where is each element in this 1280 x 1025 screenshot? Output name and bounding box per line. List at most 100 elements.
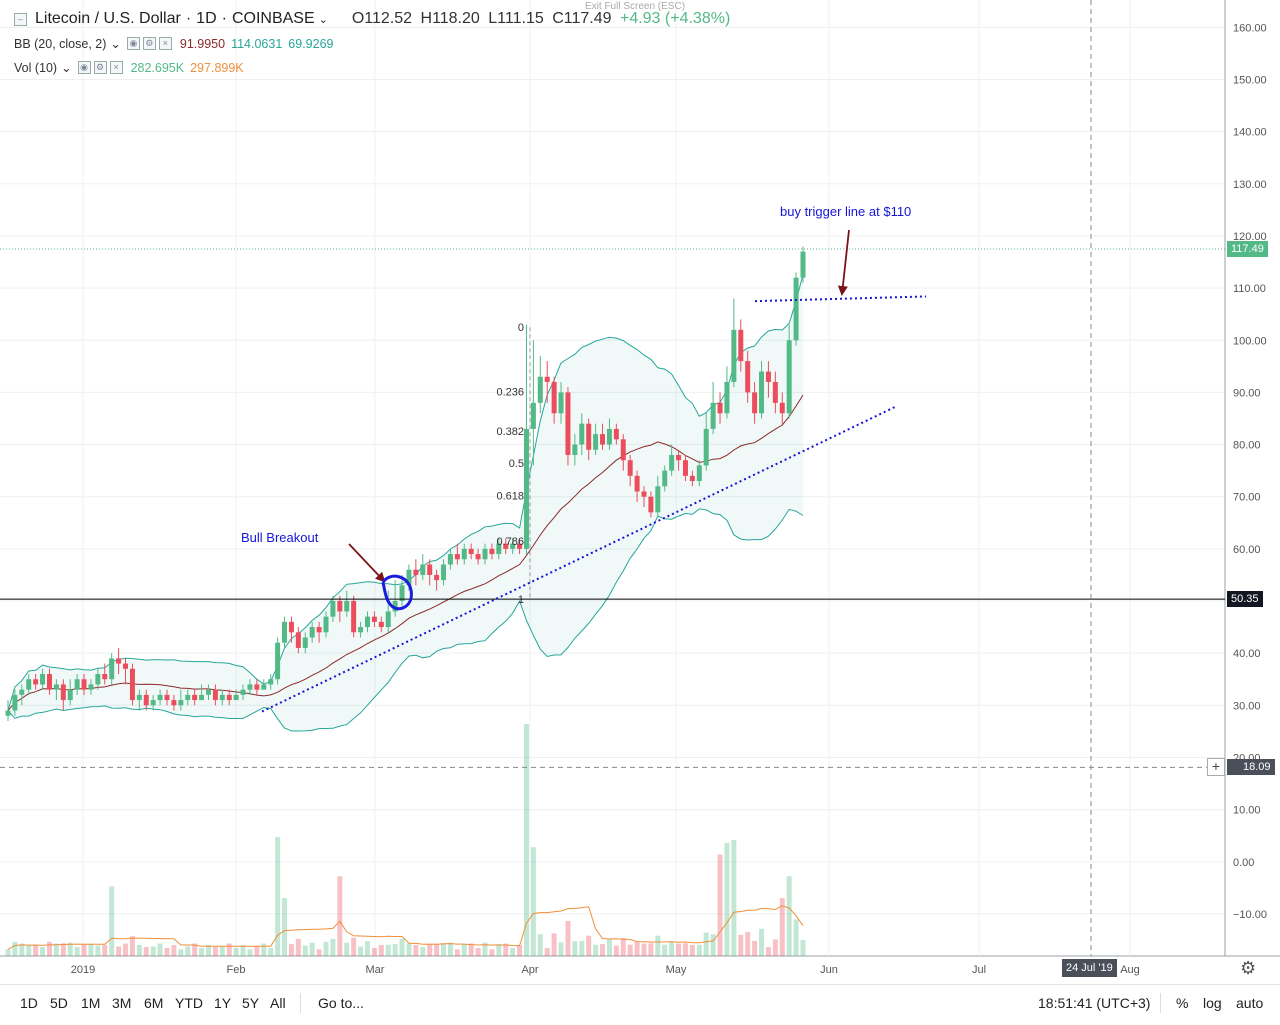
volume-bar — [745, 931, 751, 956]
candle-body — [475, 554, 481, 560]
candle-body — [765, 371, 771, 382]
percent-scale-button[interactable]: % — [1176, 995, 1189, 1011]
range-1y-button[interactable]: 1Y — [214, 995, 232, 1011]
candle — [655, 475, 661, 518]
eye-icon[interactable]: ◉ — [126, 37, 140, 50]
volume-bar — [268, 947, 274, 956]
log-scale-button[interactable]: log — [1203, 995, 1222, 1011]
settings-icon[interactable]: ⚙ — [142, 37, 156, 50]
symbol-title[interactable]: Litecoin / U.S. Dollar — [35, 10, 181, 27]
range-5y-button[interactable]: 5Y — [242, 995, 260, 1011]
candle-body — [489, 548, 495, 555]
candle-body — [60, 684, 66, 701]
close-icon[interactable]: × — [158, 37, 172, 50]
candle — [337, 595, 343, 622]
candle — [309, 621, 315, 643]
candle-body — [779, 402, 785, 414]
bb-label[interactable]: BB (20, close, 2) — [14, 36, 107, 51]
chevron-down-icon[interactable]: ⌄ — [61, 61, 72, 75]
candle-body — [703, 428, 709, 466]
candle-body — [136, 694, 142, 701]
candle — [779, 392, 785, 424]
volume-bar — [226, 943, 232, 956]
eye-icon[interactable]: ◉ — [77, 61, 91, 74]
range-1d-button[interactable]: 1D — [20, 995, 38, 1011]
collapse-icon[interactable]: – — [14, 12, 27, 26]
candle — [302, 632, 308, 654]
candle — [371, 611, 377, 628]
candle — [724, 366, 730, 419]
candle-body — [302, 637, 308, 648]
volume-bar — [295, 938, 301, 956]
candle-body — [337, 601, 343, 612]
range-all-button[interactable]: All — [270, 995, 286, 1011]
candle-body — [81, 679, 87, 690]
volume-bar — [129, 936, 135, 956]
candle — [344, 590, 350, 617]
candle — [185, 689, 191, 706]
goto-date-button[interactable]: Go to... — [318, 995, 364, 1011]
volume-bar — [620, 938, 626, 956]
volume-bar — [219, 946, 225, 956]
volume-bar — [288, 944, 294, 956]
bb-upper-line — [7, 274, 804, 711]
candle-body — [565, 392, 571, 455]
chevron-down-icon[interactable]: ⌄ — [318, 13, 328, 26]
crosshair-plus-icon[interactable]: + — [1207, 758, 1225, 776]
candle — [81, 674, 87, 695]
range-3m-button[interactable]: 3M — [112, 995, 132, 1011]
volume-bar — [302, 945, 308, 956]
volume-bar — [185, 946, 191, 956]
candle — [620, 434, 626, 471]
chevron-down-icon[interactable]: ⌄ — [110, 37, 121, 51]
volume-bar — [759, 928, 765, 956]
candle-body — [447, 554, 453, 565]
interval-label[interactable]: 1D — [196, 10, 217, 27]
volume-bar — [724, 842, 730, 956]
volume-bar — [371, 947, 377, 956]
candle-body — [364, 616, 370, 628]
candle-body — [468, 548, 474, 555]
range-1m-button[interactable]: 1M — [81, 995, 101, 1011]
candle-body — [309, 627, 315, 638]
chart-settings-gear-icon[interactable]: ⚙ — [1240, 958, 1257, 978]
candle-body — [150, 700, 156, 706]
candle — [316, 621, 322, 643]
candle-body — [510, 543, 516, 549]
vol-label[interactable]: Vol (10) — [14, 60, 58, 75]
candle-body — [482, 548, 488, 560]
volume-bar — [26, 945, 32, 956]
candle — [523, 324, 529, 555]
candle-body — [772, 381, 778, 403]
candle-body — [116, 658, 122, 664]
candle — [558, 381, 564, 424]
candle — [765, 361, 771, 398]
candle — [759, 361, 765, 419]
range-6m-button[interactable]: 6M — [144, 995, 164, 1011]
candle-body — [288, 621, 294, 633]
range-5d-button[interactable]: 5D — [50, 995, 68, 1011]
fib-level-label: 0.236 — [496, 386, 524, 398]
volume-ma-line — [7, 905, 804, 950]
buy-trigger-label: buy trigger line at $110 — [780, 204, 911, 219]
close-icon[interactable]: × — [109, 61, 123, 74]
candle-body — [219, 694, 225, 701]
candle — [738, 319, 744, 372]
exit-fullscreen-hint[interactable]: Exit Full Screen (ESC) — [585, 1, 686, 12]
candle-body — [240, 689, 246, 695]
settings-icon[interactable]: ⚙ — [93, 61, 107, 74]
candle-body — [523, 428, 529, 549]
bb-lower-value: 91.9950 — [179, 36, 226, 51]
candle — [703, 413, 709, 471]
candle — [551, 376, 557, 424]
auto-scale-button[interactable]: auto — [1236, 995, 1264, 1011]
volume-bar — [282, 898, 288, 956]
clock-timezone[interactable]: 18:51:41 (UTC+3) — [1038, 995, 1151, 1011]
candle — [364, 611, 370, 633]
candle — [800, 246, 806, 283]
candles — [5, 246, 806, 721]
range-ytd-button[interactable]: YTD — [175, 995, 203, 1011]
candle — [351, 595, 357, 638]
candle-body — [385, 611, 391, 628]
